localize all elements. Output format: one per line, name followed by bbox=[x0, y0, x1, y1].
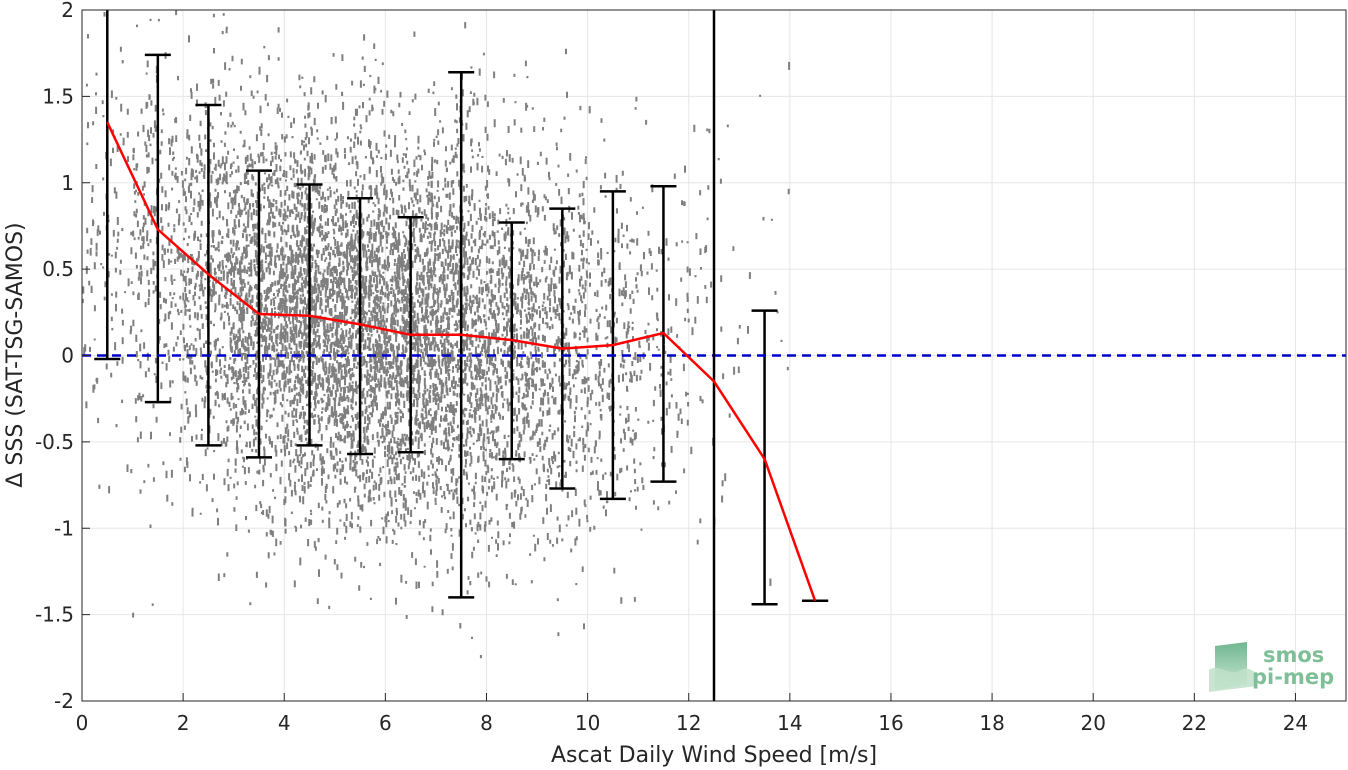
y-tick-label: -2 bbox=[54, 689, 74, 713]
x-tick-label: 18 bbox=[979, 711, 1004, 735]
x-tick-label: 6 bbox=[379, 711, 392, 735]
x-tick-label: 8 bbox=[480, 711, 493, 735]
logo-line2: pi-mep bbox=[1252, 665, 1334, 689]
y-tick-label: 2 bbox=[61, 0, 74, 22]
axis-ticks: 0 2 4 6 8 10 12 14 16 18 20 22 24-2-1.5-1-0.500.511.… bbox=[35, 0, 1308, 735]
scatter-points bbox=[82, 10, 791, 659]
y-tick-label: 0.5 bbox=[42, 257, 74, 281]
x-tick-label: 22 bbox=[1182, 711, 1207, 735]
x-tick-label: 20 bbox=[1080, 711, 1105, 735]
y-tick-label: 1.5 bbox=[42, 84, 74, 108]
y-axis-label: Δ SSS (SAT-TSG-SAMOS) bbox=[3, 222, 28, 487]
x-tick-label: 24 bbox=[1283, 711, 1308, 735]
x-tick-label: 16 bbox=[878, 711, 903, 735]
mean-line bbox=[106, 121, 817, 602]
scatter-point-cloud bbox=[82, 10, 791, 659]
y-tick-label: 1 bbox=[61, 171, 74, 195]
smos-logo: smos pi-mep bbox=[1209, 642, 1334, 692]
y-tick-label: 0 bbox=[61, 344, 74, 368]
x-tick-label: 14 bbox=[777, 711, 802, 735]
x-axis-label: Ascat Daily Wind Speed [m/s] bbox=[551, 743, 877, 768]
x-tick-label: 10 bbox=[575, 711, 600, 735]
logo-line1: smos bbox=[1263, 643, 1324, 667]
overlay-lines bbox=[82, 10, 1346, 701]
y-tick-label: -1 bbox=[54, 516, 74, 540]
y-tick-label: -0.5 bbox=[35, 430, 74, 454]
smos-logo-wave bbox=[1209, 667, 1257, 692]
x-tick-label: 4 bbox=[278, 711, 291, 735]
plot-frame bbox=[81, 9, 1347, 702]
y-tick-label: -1.5 bbox=[35, 603, 74, 627]
x-tick-label: 0 bbox=[76, 711, 89, 735]
x-tick-label: 2 bbox=[177, 711, 190, 735]
x-tick-label: 12 bbox=[676, 711, 701, 735]
